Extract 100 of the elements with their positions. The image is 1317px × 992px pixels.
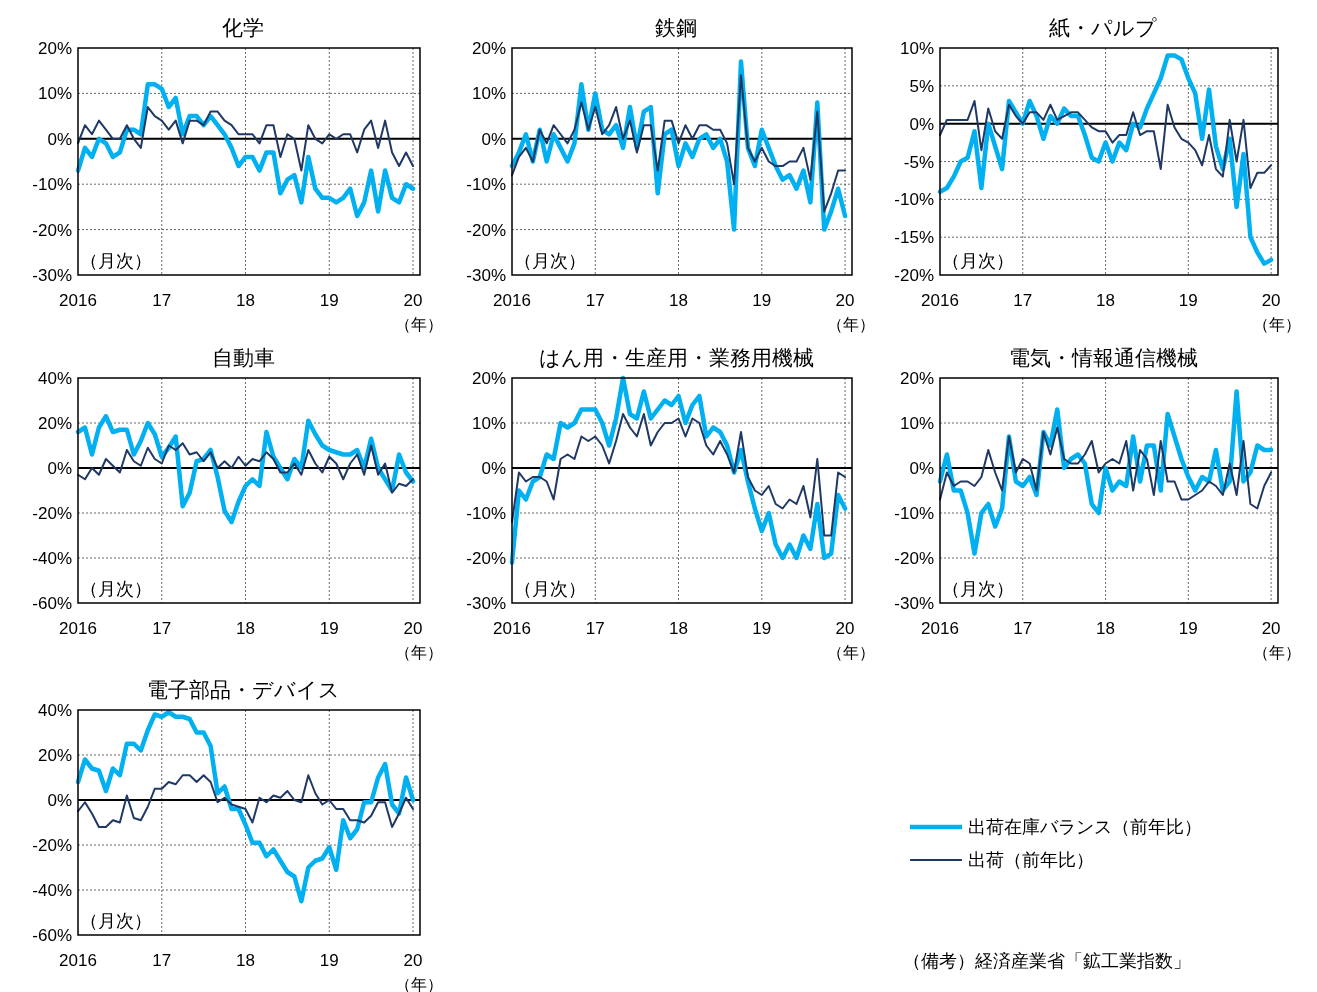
line-series	[75, 710, 416, 904]
y-tick-label: 10%	[471, 414, 506, 433]
y-tick-label: 0%	[47, 791, 72, 810]
x-tick-label: 17	[1013, 619, 1033, 638]
y-tick-label: -30%	[894, 594, 934, 613]
x-tick-label: 2016	[493, 619, 531, 638]
x-tick-label: 19	[752, 619, 772, 638]
x-axis-title: （年）	[1253, 316, 1302, 333]
line-series	[77, 442, 415, 494]
y-tick-label: -20%	[894, 549, 934, 568]
annotation: （月次）	[80, 911, 152, 931]
x-tick-label: 18	[236, 619, 255, 638]
chart-title: 電子部品・デバイス	[146, 678, 340, 701]
y-tick-label: -40%	[32, 549, 72, 568]
y-tick-label: 0%	[909, 114, 934, 134]
x-axis-title: （年）	[395, 976, 444, 992]
x-tick-label: 20	[1261, 619, 1281, 638]
x-tick-label: 19	[319, 619, 339, 638]
line-series	[511, 413, 847, 537]
x-tick-label: 20	[403, 291, 423, 310]
y-tick-label: -20%	[466, 220, 506, 240]
x-tick-label: 18	[669, 291, 688, 310]
x-axis-title: （年）	[1253, 644, 1302, 661]
x-tick-label: 20	[835, 619, 855, 638]
y-tick-label: -20%	[32, 836, 72, 855]
y-tick-label: 20%	[37, 746, 72, 765]
x-tick-label: 20	[403, 951, 423, 970]
line-series	[511, 74, 847, 213]
y-tick-label: -10%	[32, 175, 72, 195]
y-tick-label: 10%	[899, 414, 934, 433]
x-tick-label: 2016	[921, 291, 959, 310]
x-tick-label: 2016	[59, 951, 97, 970]
x-tick-label: 2016	[59, 291, 97, 310]
y-tick-label: -10%	[894, 504, 934, 523]
x-tick-label: 17	[152, 291, 172, 310]
annotation: （月次）	[942, 579, 1014, 599]
x-tick-label: 17	[152, 619, 172, 638]
annotation: （月次）	[80, 579, 152, 599]
y-tick-label: 0%	[909, 459, 934, 478]
y-tick-label: -20%	[894, 266, 934, 285]
line-series	[939, 426, 1273, 510]
x-tick-label: 20	[403, 619, 423, 638]
x-tick-label: 19	[319, 951, 339, 970]
y-tick-label: 20%	[37, 414, 72, 433]
annotation: （月次）	[942, 251, 1014, 271]
line-series	[77, 106, 415, 172]
y-tick-label: -10%	[466, 175, 506, 195]
x-tick-label: 19	[1178, 619, 1198, 638]
y-tick-label: -60%	[32, 594, 72, 613]
x-axis-title: （年）	[395, 316, 444, 333]
annotation: （月次）	[80, 251, 152, 271]
legend-label: 出荷（前年比）	[968, 850, 1094, 870]
x-tick-label: 20	[835, 291, 855, 310]
x-tick-label: 18	[236, 291, 255, 310]
chart-title: はん用・生産用・業務用機械	[538, 346, 814, 369]
x-tick-label: 2016	[493, 291, 531, 310]
x-axis-title: （年）	[827, 644, 876, 661]
chart-title: 化学	[222, 16, 264, 39]
x-tick-label: 18	[1096, 619, 1116, 638]
y-tick-label: 20%	[37, 39, 72, 58]
x-tick-label: 17	[152, 951, 172, 970]
line-series	[509, 375, 848, 565]
chart-title: 鉄鋼	[655, 16, 697, 39]
y-tick-label: 20%	[899, 369, 934, 388]
y-tick-label: 10%	[899, 39, 934, 58]
y-tick-label: 5%	[909, 76, 934, 96]
x-tick-label: 18	[669, 619, 688, 638]
y-tick-label: -30%	[466, 266, 506, 285]
x-tick-label: 17	[1013, 291, 1033, 310]
y-tick-label: 20%	[471, 369, 506, 388]
y-tick-label: -15%	[894, 228, 934, 248]
x-tick-label: 18	[1096, 291, 1116, 310]
legend-label: 出荷在庫バランス（前年比）	[968, 817, 1202, 837]
y-tick-label: -40%	[32, 881, 72, 900]
y-tick-label: -5%	[903, 152, 934, 172]
x-tick-label: 17	[585, 619, 605, 638]
y-tick-label: -10%	[466, 504, 506, 523]
x-axis-title: （年）	[395, 644, 444, 661]
line-series	[75, 414, 416, 525]
y-tick-label: 0%	[481, 129, 506, 149]
y-tick-label: -20%	[32, 220, 72, 240]
y-tick-label: 0%	[481, 459, 506, 478]
y-tick-label: -20%	[466, 549, 506, 568]
y-tick-label: -30%	[466, 594, 506, 613]
x-tick-label: 20	[1261, 291, 1281, 310]
annotation: （月次）	[514, 579, 586, 599]
x-tick-label: 2016	[59, 619, 97, 638]
line-series	[939, 99, 1273, 189]
y-tick-label: 0%	[47, 129, 72, 149]
y-tick-label: -20%	[32, 504, 72, 523]
x-tick-label: 19	[752, 291, 772, 310]
x-tick-label: 19	[1178, 291, 1198, 310]
x-tick-label: 18	[236, 951, 255, 970]
text: （備考）経済産業省「鉱工業指数」	[903, 951, 1191, 971]
x-tick-label: 17	[585, 291, 605, 310]
y-tick-label: 40%	[37, 701, 72, 720]
x-tick-label: 2016	[921, 619, 959, 638]
chart-title: 電気・情報通信機械	[1008, 346, 1198, 369]
y-tick-label: 10%	[471, 84, 506, 104]
annotation: （月次）	[514, 251, 586, 271]
